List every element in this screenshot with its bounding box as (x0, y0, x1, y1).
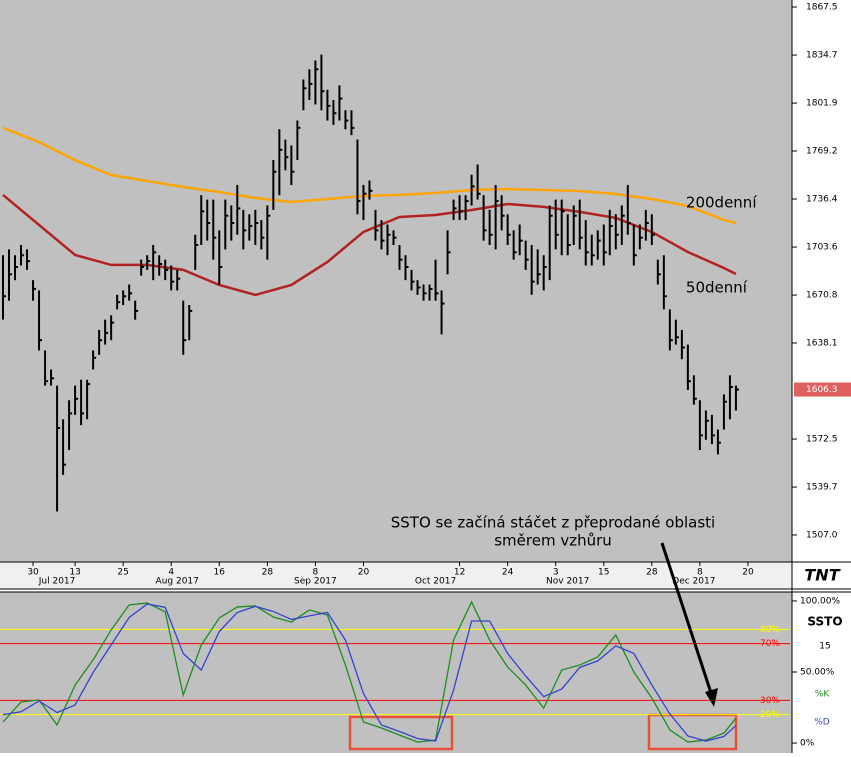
y-tick-label: 100.00% (800, 596, 840, 606)
logo: TNT (804, 566, 840, 585)
x-tick-label: 15 (598, 568, 609, 578)
oscillator-line (2, 603, 737, 742)
legend-entry: %K (815, 690, 831, 700)
x-tick-label: 28 (262, 568, 274, 578)
x-tick-label: 8 (313, 568, 319, 578)
y-tick-label: 1703.6 (806, 243, 838, 253)
time-axis (0, 562, 792, 589)
overlay-label: 200denní (686, 194, 757, 212)
last-price-box (794, 382, 851, 397)
month-label: Oct 2017 (415, 577, 456, 587)
highlight-box (348, 715, 454, 751)
x-tick-label: 3 (553, 568, 559, 578)
plot: 200denní 50denní 1867.5 1834.7 1801.9 1769.2 1… (0, 3, 851, 749)
legend-entry: %D (814, 718, 830, 728)
last-price-label: 1606.3 (806, 385, 838, 395)
value-axis-panel (792, 0, 851, 753)
x-tick-label: 24 (502, 568, 514, 578)
annotation: SSTO se začíná stáčet z přeprodané oblas… (391, 514, 715, 532)
y-tick-label: 1539.7 (806, 483, 838, 493)
oscillator-line (2, 600, 737, 743)
x-tick-label: 8 (697, 568, 703, 578)
x-tick-label: 30 (27, 568, 39, 578)
level-label: 80% (760, 625, 780, 635)
month-label: Sep 2017 (294, 577, 337, 587)
y-tick-label: 1769.2 (806, 146, 838, 156)
indicator-title: SSTO (807, 615, 842, 629)
y-tick-label: 1507.0 (806, 530, 838, 540)
y-tick-label: 1834.7 (806, 51, 838, 61)
oscillator-panel (0, 592, 792, 753)
level-label: 70% (760, 639, 780, 649)
y-tick-label: 1670.8 (806, 291, 838, 301)
x-tick-label: 12 (454, 568, 465, 578)
logo-box (794, 565, 850, 585)
arrow-head (705, 688, 718, 707)
y-tick-label: 1736.4 (806, 195, 838, 205)
y-tick-label: 1638.1 (806, 338, 838, 348)
x-tick-label: 20 (742, 568, 754, 578)
annotation: směrem vzhůru (494, 532, 612, 550)
y-tick-label: 50.00% (800, 668, 835, 678)
y-tick-label: 1572.5 (806, 435, 838, 445)
overlay-label: 50denní (686, 278, 748, 296)
month-label: Dec 2017 (672, 577, 715, 587)
y-tick-label: 1801.9 (806, 99, 838, 109)
y-tick-label: 1867.5 (806, 3, 838, 13)
x-tick-label: 16 (214, 568, 226, 578)
month-label: Aug 2017 (156, 577, 199, 587)
x-tick-label: 20 (358, 568, 370, 578)
price-panel (0, 0, 792, 562)
x-tick-label: 25 (117, 568, 128, 578)
arrow (660, 542, 714, 697)
level-label: 20% (760, 710, 780, 720)
x-tick-label: 28 (646, 568, 658, 578)
level-label: 30% (760, 696, 780, 706)
moving-average (2, 126, 737, 225)
x-tick-label: 4 (168, 568, 174, 578)
month-label: Jul 2017 (38, 577, 76, 587)
y-tick-label: 0% (800, 739, 815, 749)
month-label: Nov 2017 (546, 577, 589, 587)
x-tick-label: 13 (69, 568, 80, 578)
indicator-period: 15 (819, 642, 830, 652)
